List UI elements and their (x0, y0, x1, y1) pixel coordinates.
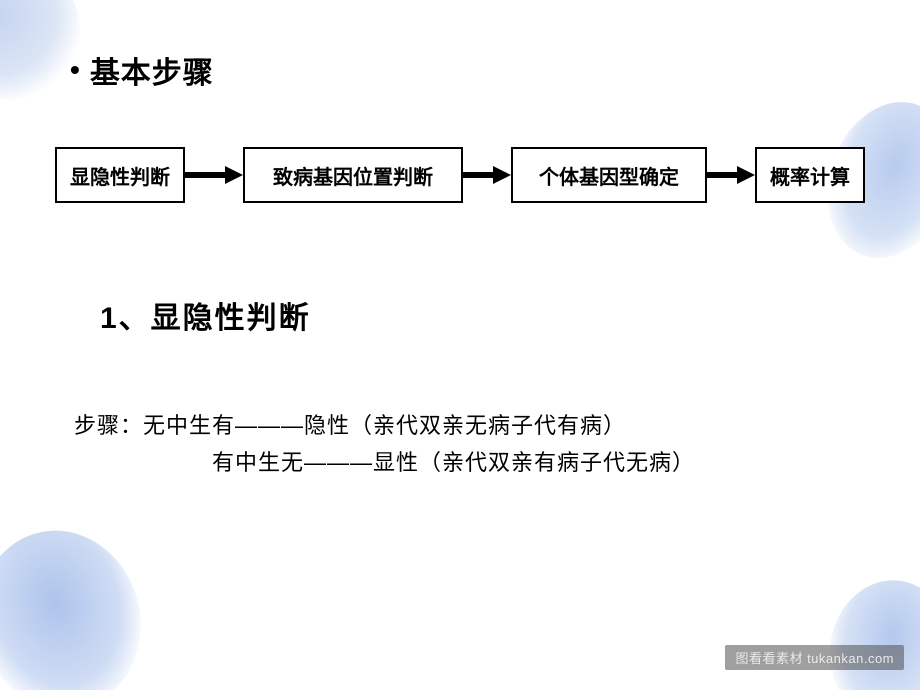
bullet-title-text: 基本步骤 (90, 48, 214, 92)
watermark: 图看看素材 tukankan.com (725, 645, 904, 670)
arrow-line (185, 172, 225, 178)
body-text: 步骤：无中生有———隐性（亲代双亲无病子代有病） 有中生无———显性（亲代双亲有… (74, 407, 880, 482)
arrow-head-icon (493, 166, 511, 184)
bullet-title: • 基本步骤 (70, 48, 880, 92)
arrow-head-icon (737, 166, 755, 184)
slide-content: • 基本步骤 显隐性判断 致病基因位置判断 个体基因型确定 概率计算 1、显隐性… (0, 0, 920, 482)
body-line1-text: 无中生有———隐性（亲代双亲无病子代有病） (143, 413, 626, 438)
body-line-2: 有中生无———显性（亲代双亲有病子代无病） (212, 444, 880, 481)
body-prefix: 步骤： (74, 413, 143, 438)
bullet-dot-icon: • (70, 54, 80, 86)
arrow-line (463, 172, 493, 178)
flow-arrow-3 (707, 165, 755, 185)
flow-arrow-2 (463, 165, 511, 185)
flow-box-2: 致病基因位置判断 (243, 147, 463, 203)
arrow-head-icon (225, 166, 243, 184)
flow-arrow-1 (185, 165, 243, 185)
decor-petal-bottom-left (0, 512, 161, 690)
flow-box-3: 个体基因型确定 (511, 147, 707, 203)
flow-box-4: 概率计算 (755, 147, 865, 203)
section-heading: 1、显隐性判断 (100, 293, 880, 337)
decor-petal-bottom-right (819, 571, 920, 690)
arrow-line (707, 172, 737, 178)
body-line-1: 步骤：无中生有———隐性（亲代双亲无病子代有病） (74, 407, 880, 444)
flowchart: 显隐性判断 致病基因位置判断 个体基因型确定 概率计算 (55, 147, 880, 203)
flow-box-1: 显隐性判断 (55, 147, 185, 203)
